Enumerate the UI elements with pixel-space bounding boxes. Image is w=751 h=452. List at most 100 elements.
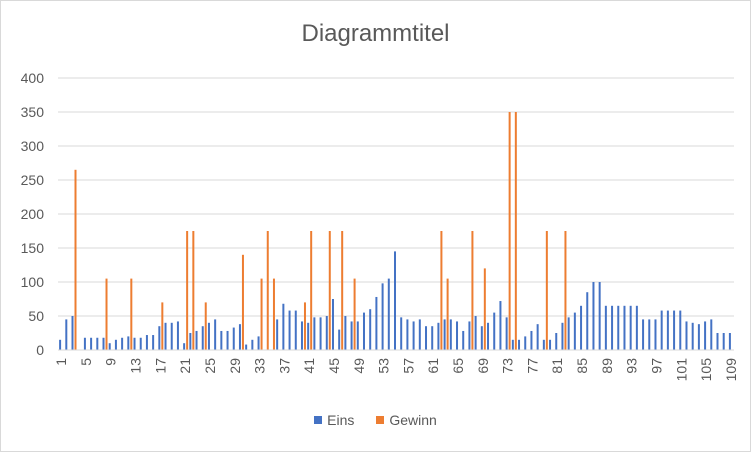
- bar-eins: [294, 310, 297, 350]
- bar-eins: [226, 330, 229, 350]
- bar-eins: [586, 292, 589, 350]
- bar-eins: [468, 321, 471, 350]
- x-tick-label: 97: [648, 358, 664, 374]
- bar-eins: [722, 333, 725, 350]
- legend-swatch-gewinn: [376, 416, 385, 424]
- bar-eins: [282, 303, 285, 350]
- y-tick-label: 200: [21, 206, 45, 222]
- bar-eins: [170, 322, 173, 350]
- bar-eins: [245, 344, 248, 350]
- bar-gewinn: [310, 231, 313, 350]
- bar-eins: [313, 317, 316, 350]
- bar-eins: [679, 310, 682, 350]
- bar-eins: [344, 316, 347, 350]
- bar-eins: [456, 321, 459, 350]
- bar-eins: [183, 343, 186, 350]
- bar-eins: [573, 312, 576, 350]
- x-tick-label: 1: [53, 358, 69, 366]
- legend-label-gewinn: Gewinn: [389, 412, 437, 428]
- bar-gewinn: [341, 231, 344, 350]
- bar-eins: [381, 283, 384, 350]
- bar-eins: [536, 324, 539, 350]
- bar-eins: [145, 335, 148, 350]
- bar-eins: [406, 319, 409, 350]
- bar-eins: [207, 322, 210, 350]
- bar-eins: [635, 305, 638, 350]
- x-tick-label: 17: [152, 358, 168, 374]
- bar-eins: [220, 330, 223, 350]
- bar-eins: [319, 317, 322, 350]
- bar-eins: [90, 337, 93, 350]
- x-tick-label: 41: [301, 358, 317, 374]
- bar-eins: [524, 336, 527, 350]
- bar-gewinn: [446, 278, 449, 350]
- bar-gewinn: [303, 302, 306, 350]
- x-tick-label: 109: [723, 358, 739, 382]
- bar-eins: [704, 321, 707, 350]
- legend-entry-gewinn: Gewinn: [376, 412, 437, 428]
- bar-gewinn: [353, 278, 356, 350]
- bar-eins: [499, 301, 502, 350]
- x-tick-label: 101: [673, 358, 689, 382]
- bar-eins: [232, 327, 235, 350]
- bar-eins: [350, 321, 353, 350]
- bar-eins: [555, 333, 558, 350]
- bar-eins: [121, 337, 124, 350]
- bar-eins: [431, 326, 434, 350]
- x-tick-label: 93: [624, 358, 640, 374]
- x-tick-label: 61: [425, 358, 441, 374]
- bar-gewinn: [192, 231, 195, 350]
- bar-eins: [660, 310, 663, 350]
- bar-eins: [580, 305, 583, 350]
- bar-eins: [164, 322, 167, 350]
- bar-gewinn: [266, 231, 269, 350]
- bar-gewinn: [272, 278, 275, 350]
- x-tick-label: 57: [400, 358, 416, 374]
- y-tick-label: 300: [21, 138, 45, 154]
- bar-gewinn: [74, 169, 77, 350]
- bar-eins: [592, 282, 595, 350]
- bar-gewinn: [241, 254, 244, 350]
- bar-eins: [561, 322, 564, 350]
- bar-gewinn: [130, 278, 133, 350]
- bar-eins: [480, 326, 483, 350]
- y-tick-label: 100: [21, 274, 45, 290]
- x-tick-label: 37: [276, 358, 292, 374]
- bar-eins: [369, 309, 372, 350]
- x-tick-label: 9: [103, 358, 119, 366]
- bar-eins: [505, 317, 508, 350]
- x-tick-label: 25: [202, 358, 218, 374]
- bar-eins: [710, 319, 713, 350]
- bar-eins: [697, 324, 700, 350]
- legend: Eins Gewinn: [0, 412, 751, 428]
- bar-eins: [394, 251, 396, 350]
- bar-eins: [518, 339, 521, 350]
- bar-eins: [418, 319, 421, 350]
- bar-eins: [691, 322, 694, 350]
- bar-eins: [462, 330, 465, 350]
- bar-eins: [598, 282, 601, 350]
- bar-eins: [425, 326, 428, 350]
- bar-eins: [139, 337, 142, 350]
- bar-gewinn: [161, 302, 164, 350]
- bar-eins: [716, 333, 719, 350]
- x-tick-label: 81: [549, 358, 565, 374]
- x-tick-label: 89: [599, 358, 615, 374]
- x-tick-label: 49: [351, 358, 367, 374]
- bar-gewinn: [260, 278, 263, 350]
- x-tick-label: 5: [78, 358, 94, 366]
- axes: 0 50 100 150 200 250 300 350 400 1 5 9 13 17 21 25 29 33 3…: [21, 70, 739, 381]
- bar-eins: [673, 310, 676, 350]
- x-tick-label: 13: [128, 358, 144, 374]
- bar-eins: [654, 319, 657, 350]
- bar-eins: [567, 317, 570, 350]
- bar-eins: [238, 324, 241, 350]
- bar-eins: [511, 339, 514, 350]
- bar-eins: [59, 339, 62, 350]
- x-tick-label: 105: [698, 358, 714, 382]
- bar-eins: [83, 337, 86, 350]
- bar-eins: [728, 333, 731, 350]
- chart-title: Diagrammtitel: [301, 20, 450, 47]
- bar-eins: [176, 321, 179, 350]
- bar-gewinn: [204, 302, 207, 350]
